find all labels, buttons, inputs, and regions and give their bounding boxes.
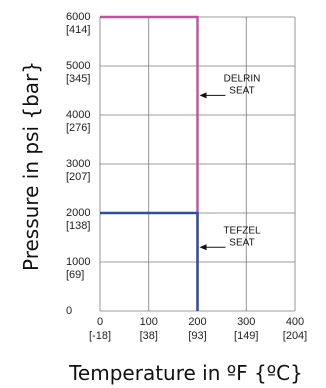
annotation-label: TEFZEL [223, 225, 261, 236]
y-tick-label: 1000 [66, 256, 90, 268]
y-tick-label: 4000 [66, 109, 90, 121]
y-tick-sublabel: [138] [66, 220, 90, 232]
y-tick-label: 0 [66, 305, 72, 317]
x-tick-label: 200 [188, 316, 206, 328]
annotation-label: SEAT [229, 85, 254, 96]
series-lines [100, 15, 199, 311]
y-axis-label: Pressure in psi {bar} [19, 61, 43, 271]
x-tick-sublabel: [38] [140, 330, 158, 342]
x-axis-label: Temperature in ºF {ºC} [68, 361, 303, 385]
x-tick-sublabel: [93] [188, 330, 206, 342]
x-tick-sublabel: [149] [234, 330, 258, 342]
x-tick-sublabel: [204] [283, 330, 307, 342]
tick-labels: 01000[69]2000[138]3000[207]4000[276]5000… [66, 11, 307, 342]
annotation-arrow-head [199, 244, 207, 251]
y-tick-sublabel: [69] [66, 269, 84, 281]
x-tick-label: 0 [97, 316, 103, 328]
y-tick-sublabel: [276] [66, 122, 90, 134]
series-line-1 [100, 211, 199, 311]
annotation-arrow-head [199, 92, 207, 99]
x-tick-label: 400 [286, 316, 304, 328]
annotation-label: SEAT [229, 237, 254, 248]
x-tick-label: 300 [237, 316, 255, 328]
y-tick-sublabel: [345] [66, 73, 90, 85]
x-tick-sublabel: [-18] [89, 330, 111, 342]
y-tick-label: 5000 [66, 60, 90, 72]
y-tick-sublabel: [207] [66, 171, 90, 183]
annotation-label: DELRIN [224, 73, 261, 84]
x-tick-label: 100 [140, 316, 158, 328]
y-tick-sublabel: [414] [66, 24, 90, 36]
y-tick-label: 2000 [66, 207, 90, 219]
y-tick-label: 3000 [66, 158, 90, 170]
y-tick-label: 6000 [66, 11, 90, 23]
